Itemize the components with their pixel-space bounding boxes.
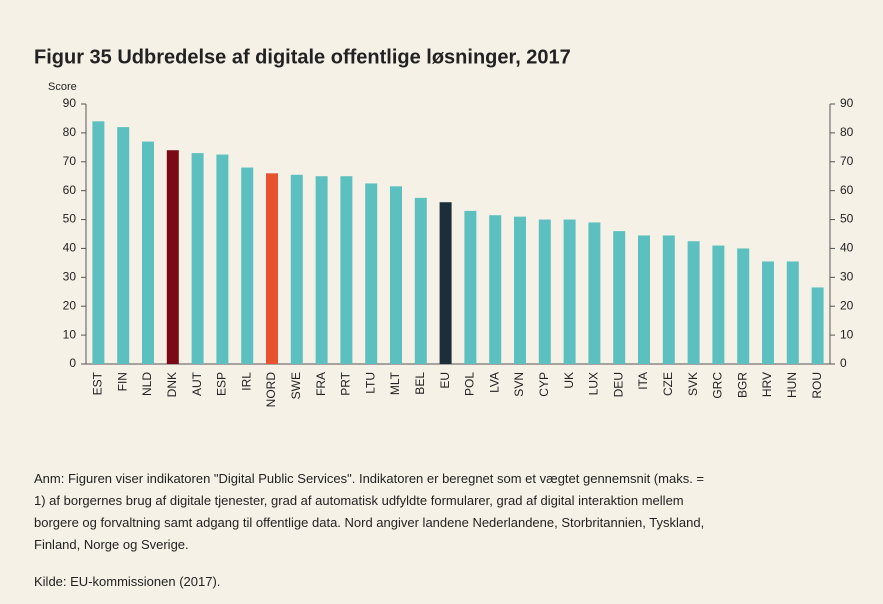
bar [489, 215, 502, 364]
bar [687, 241, 700, 364]
bar [762, 261, 774, 364]
bar [290, 174, 303, 364]
note: Anm: Figuren viser indikatoren "Digital … [34, 468, 883, 556]
x-tick-label: DNK [165, 372, 179, 397]
x-tick-label: FIN [115, 372, 129, 391]
bar [241, 167, 254, 364]
x-tick-label: ITA [636, 372, 650, 390]
bar [92, 121, 105, 364]
y2-tick-label: 10 [840, 327, 854, 341]
bar [439, 202, 452, 364]
note-line: Finland, Norge og Sverige. [34, 537, 189, 552]
y-tick-label: 70 [63, 154, 77, 168]
x-tick-label: HUN [785, 372, 799, 398]
x-tick-label: ROU [810, 372, 824, 399]
x-tick-label: CZE [661, 372, 675, 396]
y2-tick-label: 20 [840, 298, 854, 312]
x-tick-label: EST [91, 371, 105, 395]
chart-title: Figur 35 Udbredelse af digitale offentli… [34, 46, 571, 68]
x-tick-label: LVA [487, 372, 501, 393]
bar [390, 186, 402, 364]
x-tick-label: POL [463, 372, 477, 396]
bar [166, 150, 179, 364]
bar [266, 173, 278, 364]
note-line: borgere og forvaltning samt adgang til o… [34, 515, 705, 530]
x-tick-label: LUX [587, 372, 601, 395]
bar [365, 183, 378, 364]
y-tick-label: 20 [63, 298, 77, 312]
y2-tick-label: 50 [840, 212, 854, 226]
bar [538, 219, 551, 364]
bar [191, 153, 204, 364]
x-tick-label: LTU [363, 372, 377, 394]
y2-tick-label: 90 [840, 96, 854, 110]
note-line: Anm: Figuren viser indikatoren "Digital … [34, 471, 705, 486]
x-tick-label: BEL [413, 372, 427, 395]
x-tick-label: NORD [264, 372, 278, 408]
x-tick-label: SVN [512, 372, 526, 397]
y2-tick-label: 30 [840, 270, 854, 284]
bar [315, 176, 328, 364]
bar [588, 222, 601, 364]
note-line: 1) af borgernes brug af digitale tjenest… [34, 493, 684, 508]
y2-tick-label: 60 [840, 183, 854, 197]
bar [638, 235, 650, 364]
y-axis-label: Score [48, 81, 77, 93]
y-tick-label: 0 [69, 356, 76, 370]
bar [216, 154, 229, 364]
bar [786, 261, 799, 364]
bar [712, 245, 725, 364]
bar [737, 248, 750, 364]
bar [811, 287, 824, 364]
x-tick-label: IRL [239, 372, 253, 391]
y-tick-label: 10 [63, 327, 77, 341]
y-tick-label: 90 [63, 96, 77, 110]
x-tick-label: CYP [537, 372, 551, 397]
x-tick-label: SWE [289, 372, 303, 399]
bar [514, 216, 526, 364]
x-tick-label: MLT [388, 371, 402, 395]
x-tick-label: ESP [215, 372, 229, 396]
bar [662, 235, 675, 364]
bar [117, 127, 130, 364]
y2-tick-label: 40 [840, 241, 854, 255]
y-tick-label: 60 [63, 183, 77, 197]
x-tick-label: AUT [190, 371, 204, 396]
x-tick-label: GRC [711, 372, 725, 399]
x-tick-label: UK [562, 372, 576, 389]
source: Kilde: EU-kommissionen (2017). [34, 574, 221, 589]
bar [613, 231, 626, 364]
x-tick-label: BGR [735, 372, 749, 398]
x-tick-label: EU [438, 372, 452, 389]
bar [414, 197, 427, 364]
y2-tick-label: 0 [840, 356, 847, 370]
x-tick-label: NLD [140, 372, 154, 396]
y-tick-label: 80 [63, 125, 77, 139]
y-tick-label: 50 [63, 212, 77, 226]
bar [142, 141, 154, 364]
x-tick-label: HRV [760, 372, 774, 397]
x-tick-label: PRT [339, 371, 353, 395]
bar [464, 210, 477, 364]
x-tick-label: SVK [686, 372, 700, 396]
y-tick-label: 40 [63, 241, 77, 255]
y2-tick-label: 80 [840, 125, 854, 139]
bar [563, 219, 576, 364]
x-tick-label: FRA [314, 372, 328, 396]
bar [340, 176, 353, 364]
x-tick-label: DEU [611, 372, 625, 397]
y-tick-label: 30 [63, 270, 77, 284]
y2-tick-label: 70 [840, 154, 854, 168]
